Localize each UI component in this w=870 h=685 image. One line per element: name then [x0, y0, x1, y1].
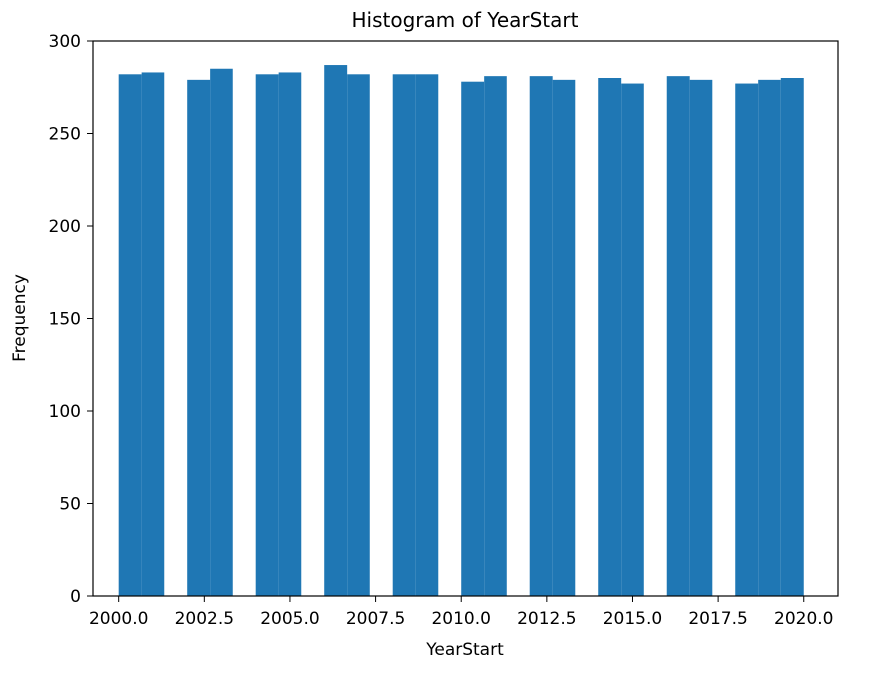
histogram-bar-3 — [187, 79, 211, 597]
y-axis-ticks: 0 50 100 150 200 250 300 — [49, 32, 93, 607]
histogram-bar-6 — [278, 72, 302, 596]
x-tick-label: 2017.5 — [688, 609, 747, 629]
x-tick-label: 2002.5 — [175, 609, 234, 629]
histogram-bar-11 — [461, 81, 485, 596]
histogram-bar-10 — [415, 74, 439, 597]
histogram-bar-8 — [347, 74, 370, 597]
histogram-bar-7 — [324, 65, 348, 597]
histogram-bar-2 — [141, 72, 165, 596]
x-tick-label: 2012.5 — [517, 609, 576, 629]
x-tick-label: 2020.0 — [774, 609, 833, 629]
histogram-bar-4 — [210, 68, 233, 596]
histogram-bar-9 — [392, 74, 416, 597]
y-axis-title: Frequency — [10, 274, 30, 362]
y-tick-label: 200 — [49, 217, 81, 237]
x-tick-label: 2010.0 — [431, 609, 490, 629]
x-tick-label: 2005.0 — [260, 609, 319, 629]
chart-title: Histogram of YearStart — [352, 8, 579, 32]
histogram-bar-20 — [758, 79, 781, 597]
y-tick-label: 250 — [49, 125, 81, 145]
histogram-bar-5 — [255, 74, 279, 597]
histogram-bar-19 — [735, 83, 759, 597]
y-tick-label: 150 — [49, 310, 81, 330]
x-tick-label: 2000.0 — [89, 609, 148, 629]
x-tick-label: 2007.5 — [346, 609, 405, 629]
histogram-bar-12 — [484, 76, 507, 596]
y-tick-label: 100 — [49, 402, 81, 422]
histogram-bar-13 — [529, 76, 553, 596]
bars-group — [118, 65, 804, 597]
histogram-bar-17 — [666, 76, 690, 596]
x-axis-ticks: 2000.0 2002.5 2005.0 2007.5 2010.0 2012.5 2015… — [89, 596, 833, 629]
y-tick-label: 0 — [70, 587, 81, 607]
histogram-bar-15 — [598, 78, 622, 596]
histogram-bar-18 — [689, 79, 713, 597]
histogram-bar-1 — [118, 74, 142, 597]
plot-frame — [92, 40, 839, 597]
y-tick-label: 50 — [59, 495, 81, 515]
x-tick-label: 2015.0 — [603, 609, 662, 629]
histogram-bar-21 — [780, 78, 804, 596]
x-axis-title: YearStart — [425, 640, 504, 660]
histogram-bar-14 — [552, 79, 576, 597]
histogram-bar-16 — [621, 83, 644, 597]
y-tick-label: 300 — [49, 32, 81, 52]
